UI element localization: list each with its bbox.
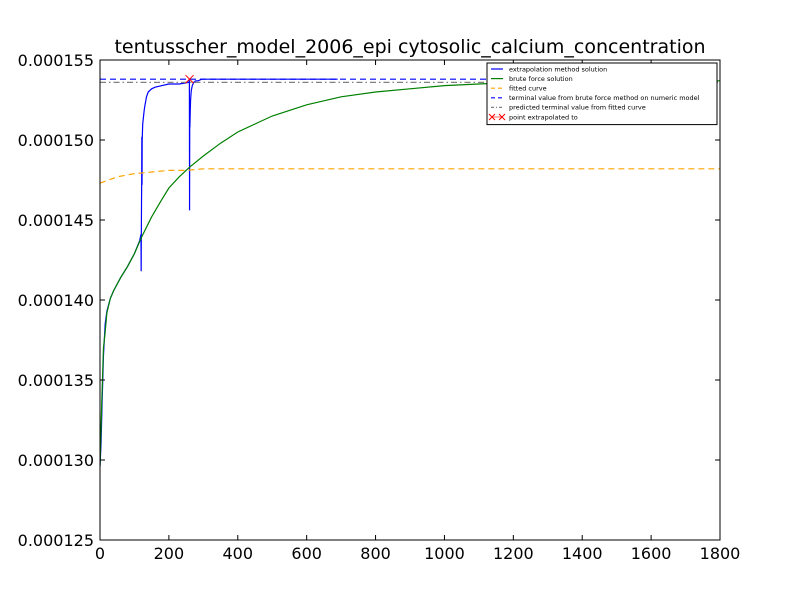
y-tick-label: 0.000140	[18, 291, 94, 310]
y-tick-label: 0.000155	[18, 51, 94, 70]
series-line-1	[100, 78, 338, 467]
x-tick-label: 400	[223, 544, 254, 563]
extrapolated-point-marker	[185, 74, 194, 84]
x-tick-label: 600	[291, 544, 322, 563]
x-tick-label: 1800	[700, 544, 741, 563]
legend-box	[486, 62, 718, 126]
legend-label: point extrapolated to	[509, 113, 578, 121]
y-tick-label: 0.000145	[18, 211, 94, 230]
x-tick-label: 200	[154, 544, 185, 563]
x-tick-label: 800	[360, 544, 391, 563]
y-tick-label: 0.000135	[18, 371, 94, 390]
chart-title: tentusscher_model_2006_epi cytosolic_cal…	[114, 36, 705, 58]
legend: extrapolation method solution brute force…	[486, 62, 718, 126]
axes: 0 200 400 600 800 1000 1200 1400 1600 1800 0.00012…	[18, 51, 741, 563]
y-tick-label: 0.000150	[18, 131, 94, 150]
series-line-2	[100, 80, 720, 467]
y-tick-label: 0.000130	[18, 451, 94, 470]
x-tick-label: 1600	[631, 544, 672, 563]
plot-frame	[99, 59, 721, 541]
x-tick-label: 1000	[424, 544, 465, 563]
series-line-3	[100, 168, 720, 184]
y-tick-label: 0.000125	[18, 531, 94, 550]
x-tick-label: 1200	[493, 544, 534, 563]
legend-label: fitted curve	[509, 85, 547, 93]
plot-area	[99, 59, 721, 541]
legend-label: brute force solution	[509, 75, 573, 83]
legend-label: predicted terminal value from fitted cur…	[509, 104, 646, 112]
legend-label: terminal value from brute force method o…	[509, 94, 700, 102]
x-tick-label: 1400	[562, 544, 603, 563]
legend-label: extrapolation method solution	[509, 65, 607, 73]
x-tick-label: 0	[95, 544, 105, 563]
